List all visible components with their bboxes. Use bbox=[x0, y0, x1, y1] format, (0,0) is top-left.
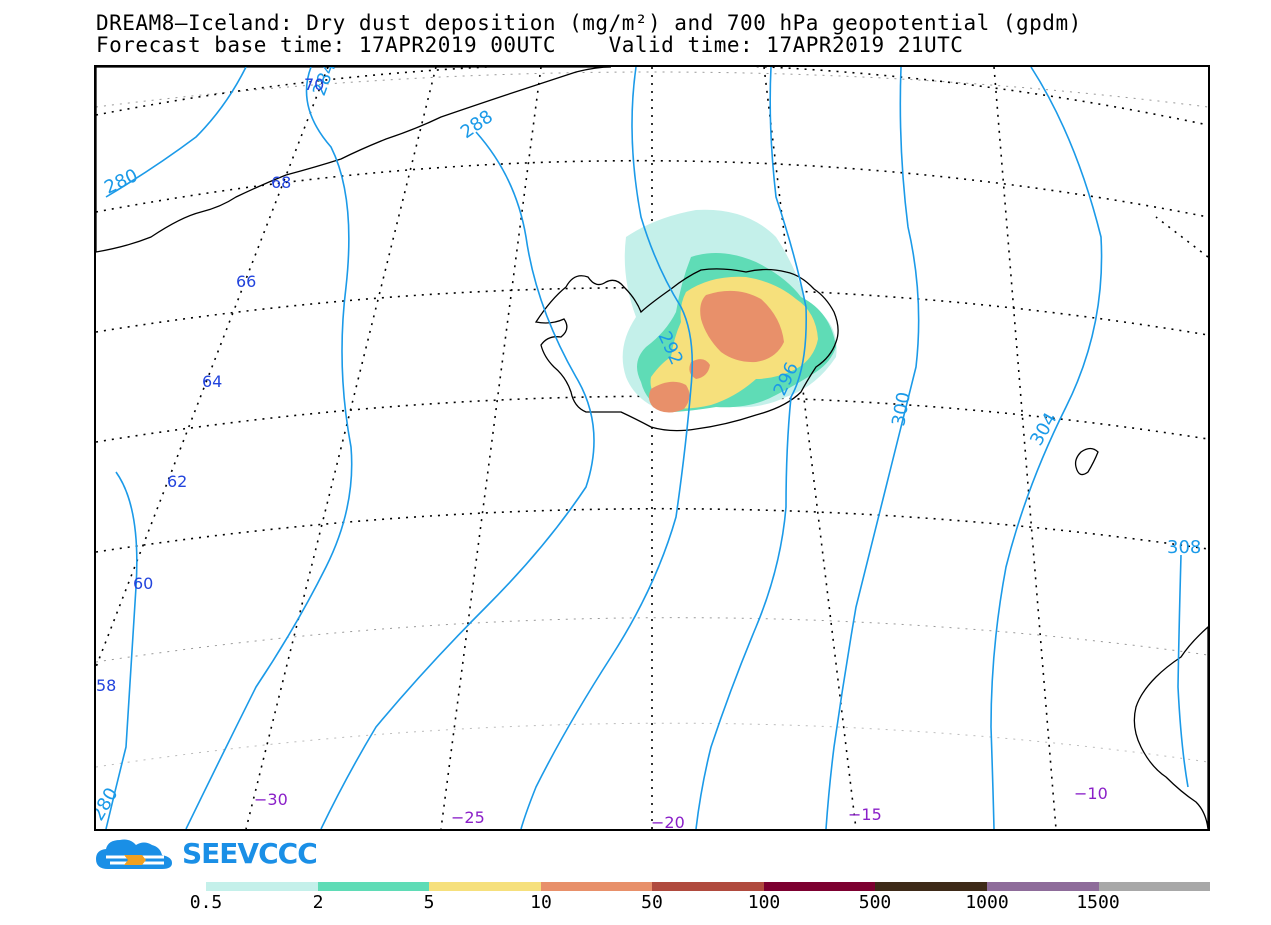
colorbar-segment bbox=[763, 882, 876, 891]
colorbar-segment bbox=[652, 882, 764, 891]
latitude-label: 68 bbox=[271, 173, 291, 192]
colorbar-segment bbox=[875, 882, 987, 891]
colorbar-tick: 5 bbox=[423, 892, 435, 913]
latitude-label: 70 bbox=[304, 75, 324, 94]
contour-292 bbox=[520, 67, 693, 829]
contour-label: 304 bbox=[1026, 409, 1061, 449]
logo-text: SEEVCCC bbox=[182, 837, 318, 870]
meridian-5 bbox=[1155, 216, 1208, 258]
colorbar-tick: 1000 bbox=[965, 892, 1009, 913]
greenland-coast bbox=[96, 67, 612, 253]
longitude-label: −10 bbox=[1074, 784, 1108, 803]
arrow-icon bbox=[124, 855, 146, 865]
colorbar-tick: 2 bbox=[312, 892, 324, 913]
map-canvas: 280 284 288 292 296 300 304 308 280 70 6… bbox=[96, 67, 1208, 829]
contour-label: 308 bbox=[1167, 537, 1201, 558]
colorbar-segment bbox=[317, 882, 430, 891]
parallel-66 bbox=[96, 159, 1208, 218]
latitude-label: 60 bbox=[133, 574, 153, 593]
dust-deposition-field bbox=[622, 209, 837, 413]
longitude-label: −25 bbox=[451, 808, 485, 827]
longitude-label: −30 bbox=[254, 790, 288, 809]
meridian-30 bbox=[245, 67, 437, 829]
colorbar-tick: 100 bbox=[747, 892, 781, 913]
colorbar-tick: 10 bbox=[530, 892, 552, 913]
contour-280-sw bbox=[105, 471, 138, 829]
latitude-label: 62 bbox=[167, 472, 187, 491]
contour-labels: 280 284 288 292 296 300 304 308 280 bbox=[96, 67, 1201, 825]
contour-label: 280 bbox=[101, 165, 141, 199]
meridian-35 bbox=[96, 67, 329, 668]
norway-coast bbox=[1133, 626, 1208, 829]
parallel-56 bbox=[96, 722, 1208, 768]
colorbar-segment bbox=[986, 882, 1099, 891]
contour-label: 300 bbox=[888, 390, 915, 427]
colorbar bbox=[206, 882, 1211, 891]
colorbar-segment bbox=[206, 882, 318, 891]
map-title: DREAM8–Iceland: Dry dust deposition (mg/… bbox=[96, 11, 1082, 35]
contour-296 bbox=[695, 67, 808, 829]
map-panel[interactable]: 280 284 288 292 296 300 304 308 280 70 6… bbox=[94, 65, 1210, 831]
contour-288 bbox=[320, 131, 595, 829]
map-subtitle: Forecast base time: 17APR2019 00UTC Vali… bbox=[96, 33, 964, 57]
colorbar-tick: 500 bbox=[858, 892, 892, 913]
seevccc-logo bbox=[96, 839, 172, 869]
contour-304 bbox=[990, 67, 1103, 829]
latitude-label: 58 bbox=[96, 676, 116, 695]
contour-284 bbox=[185, 67, 353, 829]
meridian-15 bbox=[763, 67, 857, 829]
colorbar-segment bbox=[540, 882, 653, 891]
contour-308 bbox=[1177, 554, 1189, 788]
latitude-labels: 70 68 66 64 62 60 58 bbox=[96, 75, 324, 695]
contour-300 bbox=[825, 67, 920, 829]
longitude-labels: −30 −25 −20 −15 −10 bbox=[254, 784, 1108, 829]
colorbar-segment bbox=[1098, 882, 1211, 891]
latitude-label: 66 bbox=[236, 272, 256, 291]
longitude-label: −15 bbox=[848, 805, 882, 824]
faroe-islands bbox=[1074, 447, 1099, 476]
parallel-58 bbox=[96, 617, 1208, 663]
colorbar-segment bbox=[429, 882, 541, 891]
geopotential-contours bbox=[105, 67, 1189, 829]
parallel-70 bbox=[96, 71, 1208, 108]
latitude-label: 64 bbox=[202, 372, 222, 391]
colorbar-tick: 0.5 bbox=[189, 892, 223, 913]
iceland-coast bbox=[534, 268, 839, 432]
dust-level-10-south bbox=[648, 381, 690, 413]
contour-280-nw bbox=[105, 67, 247, 198]
contour-label: 288 bbox=[457, 106, 497, 143]
longitude-label: −20 bbox=[651, 813, 685, 829]
meridian-25 bbox=[440, 67, 542, 829]
dust-level-10-small bbox=[689, 359, 710, 379]
colorbar-tick: 50 bbox=[641, 892, 663, 913]
parallel-68 bbox=[96, 67, 1208, 126]
colorbar-tick: 1500 bbox=[1076, 892, 1120, 913]
dust-level-10 bbox=[700, 290, 784, 363]
graticule bbox=[96, 67, 1208, 829]
